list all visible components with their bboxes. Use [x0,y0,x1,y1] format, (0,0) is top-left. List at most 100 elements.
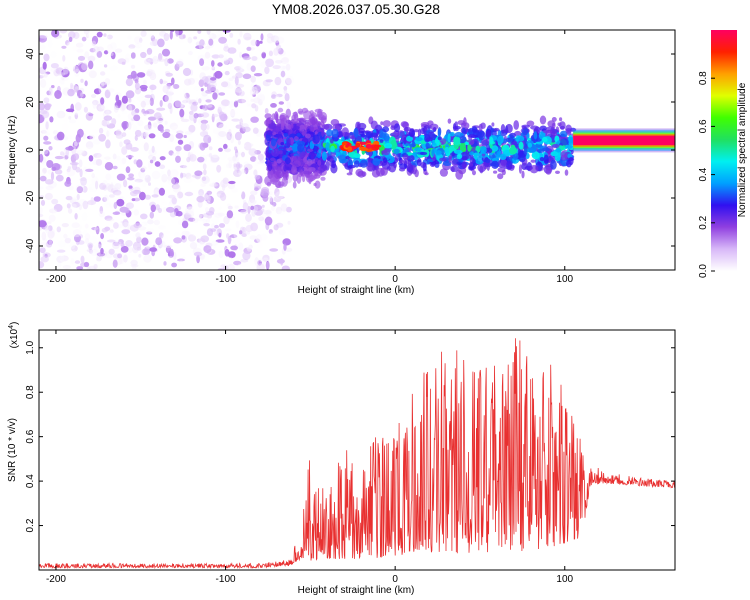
heatmap-cell [136,72,146,78]
heatmap-cell [223,143,228,150]
heatmap-cell [103,115,113,121]
heatmap-cell [109,65,118,71]
heatmap-cell [46,221,52,225]
heatmap-cell [86,135,94,140]
heatmap-cell [365,143,372,149]
heatmap-cell [491,145,499,152]
heatmap-cell [239,177,247,181]
heatmap-cell [62,113,69,123]
heatmap-cell [200,235,210,243]
heatmap-cell [235,220,240,229]
heatmap-cell [57,72,66,76]
heatmap-cell [255,99,265,107]
heatmap-cell [130,147,139,152]
heatmap-cell [253,89,259,95]
heatmap-cell [40,78,47,88]
heatmap-cell [125,78,133,87]
heatmap-cell [169,134,175,143]
heatmap-cell [76,149,86,156]
heatmap-cell [551,122,556,129]
heatmap-cell [140,30,147,37]
heatmap-cell [72,65,79,73]
colorbar-tick-label: 0.0 [698,264,709,278]
heatmap-cell [230,134,235,144]
heatmap-cell [312,134,320,144]
heatmap-cell [206,30,211,35]
heatmap-cell [227,47,237,54]
heatmap-cell [127,121,132,130]
heatmap-cell [196,33,201,39]
heatmap-cell [112,189,122,196]
heatmap-cell [99,80,107,86]
heatmap-cell [114,237,119,244]
heatmap-cell [128,185,133,189]
heatmap-cell [52,210,57,215]
heatmap-cell [144,246,152,252]
heatmap-cell [211,54,220,59]
heatmap-cell [171,129,177,133]
heatmap-cell [557,122,562,127]
heatmap-cell [175,145,182,152]
heatmap-cell [79,168,83,178]
heatmap-cell [149,197,157,203]
heatmap-cell [167,181,172,190]
heatmap-cell [98,120,103,125]
heatmap-cell [168,138,177,144]
heatmap-cell [140,100,146,108]
heatmap-cell [223,57,229,65]
heatmap-cell [274,57,279,62]
heatmap-cell [40,256,49,263]
heatmap-cell [321,151,327,161]
heatmap-cell [240,243,244,253]
heatmap-cell [136,246,142,251]
heatmap-cell [196,214,204,219]
heatmap-cell [496,151,501,160]
heatmap-cell [251,56,258,61]
heatmap-cell [282,56,289,63]
heatmap-cell [308,151,317,160]
heatmap-cell [39,213,44,218]
heatmap-cell [103,202,113,206]
heatmap-cell [477,130,486,141]
heatmap-cell [341,127,349,137]
heatmap-cell [104,78,111,86]
heatmap-cell [195,97,199,105]
heatmap-cell [211,223,216,229]
heatmap-cell [101,168,107,176]
heatmap-cell [77,128,84,138]
heatmap-band [573,135,675,146]
y-tick-label: 0 [25,147,36,153]
heatmap-cell [81,212,88,222]
heatmap-cell [222,30,231,33]
heatmap-cell [75,42,84,48]
heatmap-cell [169,30,173,40]
heatmap-cell [125,53,131,63]
heatmap-cell [85,141,94,150]
heatmap-cell [349,131,354,136]
heatmap-cell [175,30,179,37]
heatmap-cell [267,119,272,124]
heatmap-cell [187,234,197,242]
heatmap-cell [83,106,88,113]
heatmap-cell [465,141,469,146]
heatmap-cell [274,187,280,197]
heatmap-cell [167,194,176,199]
heatmap-cell [178,260,184,270]
heatmap-cell [278,101,284,105]
heatmap-cell [56,255,65,263]
heatmap-cell [92,129,98,134]
heatmap-cell [114,48,123,53]
heatmap-cell [256,93,266,103]
heatmap-cell [166,83,171,90]
heatmap-cell [461,161,467,169]
heatmap-cell [518,141,524,150]
heatmap-cell [209,127,214,133]
heatmap-cell [224,53,228,62]
heatmap-cell [51,188,57,193]
heatmap-cell [77,55,86,61]
heatmap-cell [150,204,156,213]
heatmap-cell [59,30,68,34]
heatmap-cell [278,181,282,187]
heatmap-cell [156,118,162,122]
heatmap-cell [206,154,213,157]
